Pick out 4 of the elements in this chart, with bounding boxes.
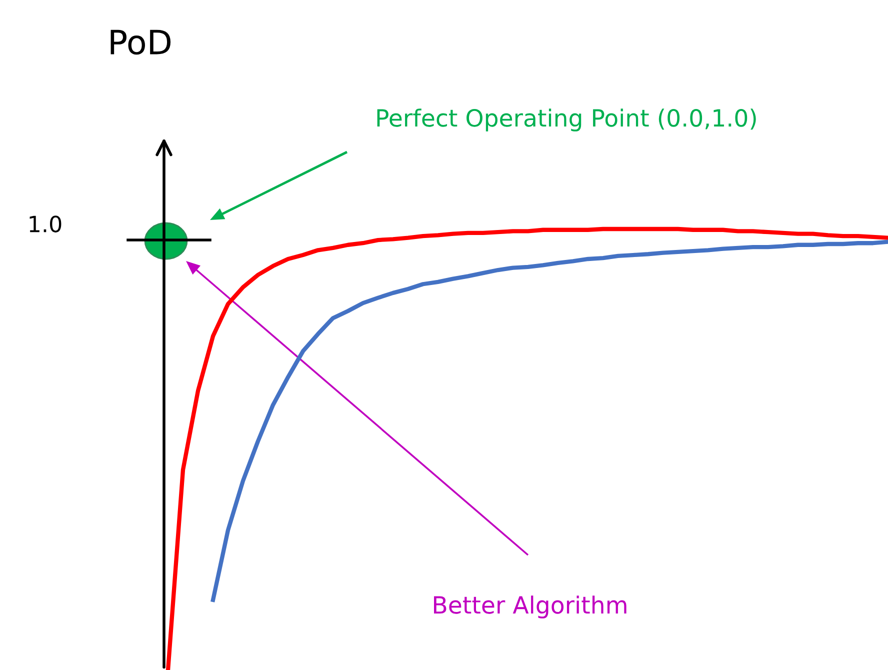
text: 1.0 bbox=[30, 216, 62, 232]
text: Perfect Operating Point (0.0,1.0) bbox=[377, 108, 756, 132]
text: PoD bbox=[110, 30, 171, 55]
annotation: Better Algorithm bbox=[434, 596, 626, 618]
